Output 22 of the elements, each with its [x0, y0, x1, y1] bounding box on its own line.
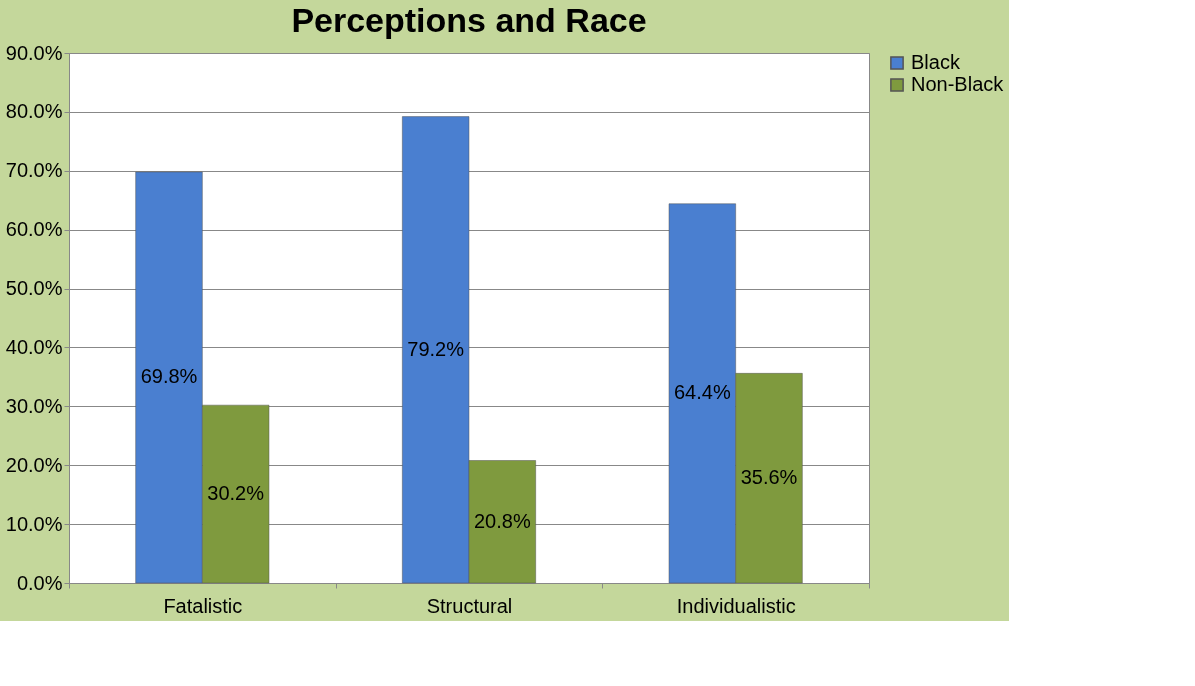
y-tick-label: 0.0%	[16, 571, 63, 594]
legend-label: Black	[911, 51, 961, 73]
x-tick-label: Fatalistic	[163, 594, 243, 617]
y-tick-label: 40.0%	[5, 335, 63, 358]
y-tick-label: 10.0%	[5, 512, 63, 535]
x-tick-label: Individualistic	[676, 594, 796, 617]
data-label: 69.8%	[140, 365, 198, 388]
y-tick-label: 30.0%	[5, 394, 63, 417]
data-label: 30.2%	[207, 482, 265, 505]
y-tick-label: 80.0%	[5, 100, 63, 123]
data-label: 20.8%	[473, 509, 531, 532]
data-label: 64.4%	[673, 381, 731, 404]
y-tick-label: 20.0%	[5, 453, 63, 476]
x-tick-label: Structural	[426, 594, 513, 617]
data-label: 35.6%	[740, 466, 798, 489]
y-tick-label: 60.0%	[5, 218, 63, 241]
legend-label: Non-Black	[911, 73, 1005, 95]
y-tick-label: 50.0%	[5, 277, 63, 300]
y-tick-label: 90.0%	[5, 41, 63, 64]
y-tick-label: 70.0%	[5, 159, 63, 182]
data-label: 79.2%	[407, 337, 465, 360]
chart-title: Perceptions and Race	[291, 1, 647, 39]
